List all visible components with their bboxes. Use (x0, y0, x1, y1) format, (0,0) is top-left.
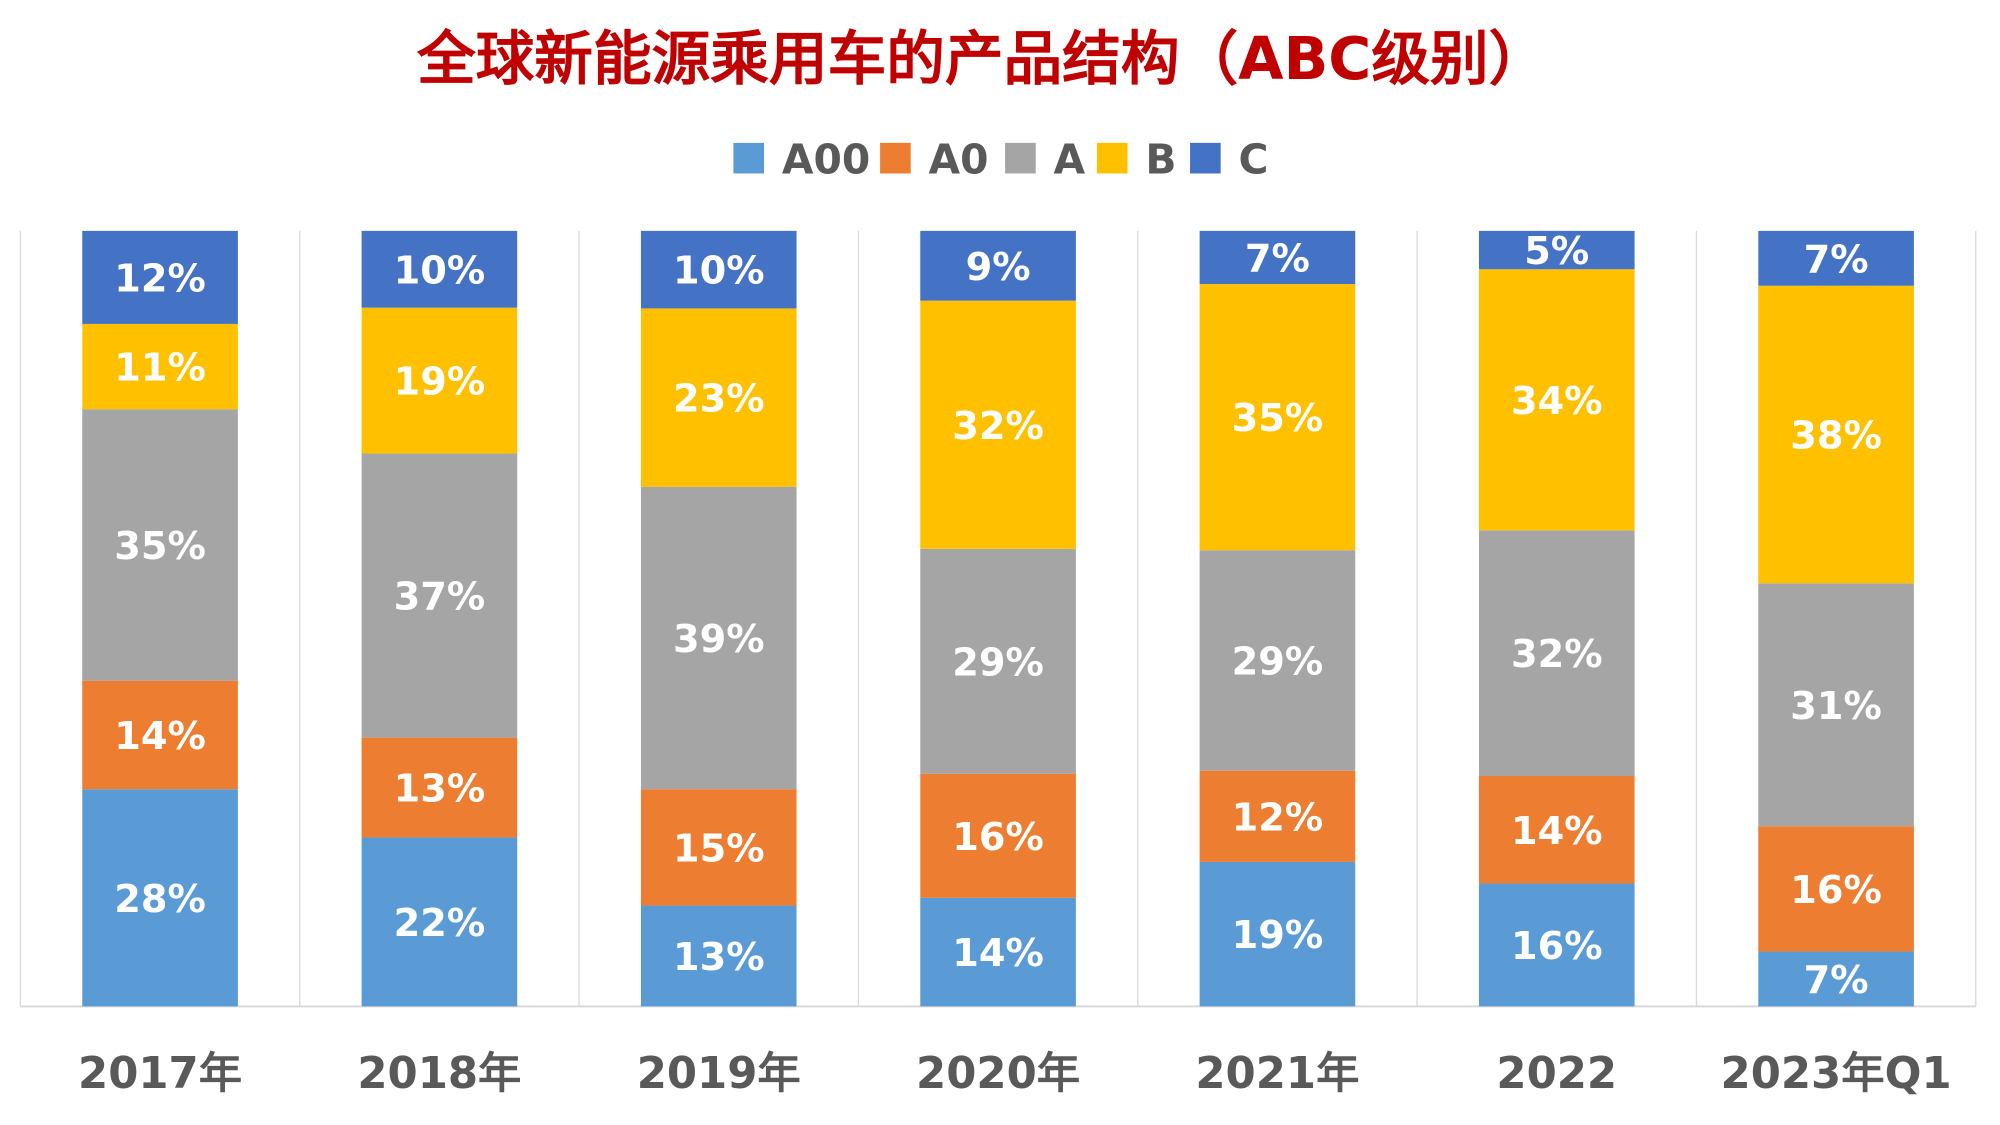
legend-label-c: C (1239, 135, 1269, 183)
category-label: 2017年 (78, 1049, 242, 1099)
data-label-a00: 7% (1804, 958, 1869, 1003)
data-label-c: 10% (394, 248, 486, 293)
bar-segment-b (82, 323, 238, 410)
data-label-a00: 19% (1232, 913, 1324, 958)
data-label-c: 7% (1804, 237, 1869, 282)
data-label-a: 35% (114, 524, 206, 569)
legend-swatch-a0 (880, 142, 911, 174)
data-label-b: 11% (114, 346, 206, 391)
bar-segment-b (1758, 285, 1914, 584)
data-label-b: 19% (394, 360, 486, 405)
bar-segment-a00 (361, 837, 518, 1007)
category-label: 2018年 (357, 1049, 521, 1099)
data-label-b: 38% (1790, 414, 1882, 459)
data-label-a00: 14% (952, 931, 1044, 976)
category-label: 2020年 (916, 1049, 1080, 1099)
data-label-a: 37% (394, 575, 486, 620)
bar-segment-c (361, 230, 518, 308)
bar-segment-a0 (1199, 770, 1356, 862)
bars: 28% 14% 35% 11% 12% 22% 13% 37% 19% 10% 13% 15% 39% 2… (82, 229, 1914, 1007)
bar-segment-a0 (640, 789, 797, 906)
bar-segment-c (1478, 230, 1635, 270)
data-label-a: 29% (1232, 639, 1324, 684)
bar-segment-a00 (1199, 861, 1356, 1007)
bar-segment-a (82, 409, 238, 681)
legend-swatch-a (1005, 142, 1036, 174)
chart-title: 全球新能源乘用车的产品结构（ABC级别） (416, 25, 1547, 93)
data-label-c: 7% (1245, 237, 1310, 282)
data-label-a0: 14% (1511, 809, 1603, 854)
data-label-b: 35% (1232, 396, 1324, 441)
data-label-c: 12% (114, 256, 206, 301)
bar-segment-b (920, 300, 1076, 549)
legend-label-a0: A0 (929, 135, 989, 183)
bar-segment-c (920, 230, 1076, 301)
legend-swatch-b (1096, 142, 1128, 174)
data-label-b: 34% (1511, 379, 1603, 424)
data-label-a0: 15% (673, 826, 765, 871)
bar-segment-a (920, 548, 1076, 774)
bar-segment-b (1478, 269, 1635, 531)
data-label-a: 29% (952, 640, 1044, 685)
bar-segment-a0 (361, 737, 518, 838)
bar-segment-a (361, 453, 518, 738)
bar-segment-a00 (920, 897, 1076, 1007)
data-label-b: 32% (952, 404, 1044, 449)
data-label-b: 23% (673, 377, 765, 422)
bar-segment-a00 (1758, 951, 1914, 1007)
bar-segment-a0 (1758, 826, 1914, 952)
category-label: 2021年 (1195, 1049, 1359, 1099)
data-label-a00: 28% (114, 877, 206, 922)
category-labels: 2017年 2018年 2019年 2020年 2021年 2022 2023年Q1 (78, 1049, 1952, 1099)
data-label-c: 10% (673, 249, 765, 294)
data-label-a0: 12% (1232, 795, 1324, 840)
data-label-a0: 14% (114, 714, 206, 759)
legend-label-b: B (1145, 135, 1176, 183)
bar-segment-c (1199, 230, 1356, 285)
category-label: 2019年 (637, 1049, 801, 1099)
bar-segment-c (1758, 230, 1914, 286)
bar-segment-a (1478, 530, 1635, 777)
data-label-a00: 16% (1511, 924, 1603, 969)
bar-segment-c (640, 230, 797, 309)
legend-label-a00: A00 (782, 135, 870, 183)
bar-segment-a (1199, 550, 1356, 771)
legend-swatch-c (1190, 142, 1221, 174)
data-label-a0: 16% (1790, 868, 1882, 913)
bar-segment-a0 (1478, 776, 1635, 884)
category-label: 2023年Q1 (1721, 1049, 1952, 1099)
bar-segment-c (82, 230, 238, 324)
bar-segment-a (640, 486, 797, 790)
data-label-a: 32% (1511, 632, 1603, 677)
data-label-a: 39% (673, 617, 765, 662)
legend-label-a: A (1054, 135, 1086, 183)
bar-segment-a0 (920, 773, 1076, 898)
bar-segment-a00 (1478, 883, 1635, 1007)
data-label-c: 9% (966, 245, 1031, 290)
legend: A00 A0 A B C (733, 135, 1268, 183)
data-label-a00: 13% (673, 935, 765, 980)
bar-segment-a00 (82, 789, 238, 1007)
data-label-a00: 22% (394, 901, 486, 946)
bar-segment-a (1758, 583, 1914, 827)
category-label: 2022 (1496, 1049, 1617, 1099)
data-label-c: 5% (1524, 229, 1589, 274)
data-label-a: 31% (1790, 684, 1882, 729)
bar-segment-b (1199, 284, 1356, 551)
legend-swatch-a00 (733, 142, 765, 174)
bar-segment-b (361, 307, 518, 454)
bar-segment-a0 (82, 680, 238, 790)
bar-segment-b (640, 308, 797, 487)
bar-segment-a00 (640, 905, 797, 1007)
data-label-a0: 16% (952, 815, 1044, 860)
data-label-a0: 13% (394, 767, 486, 812)
